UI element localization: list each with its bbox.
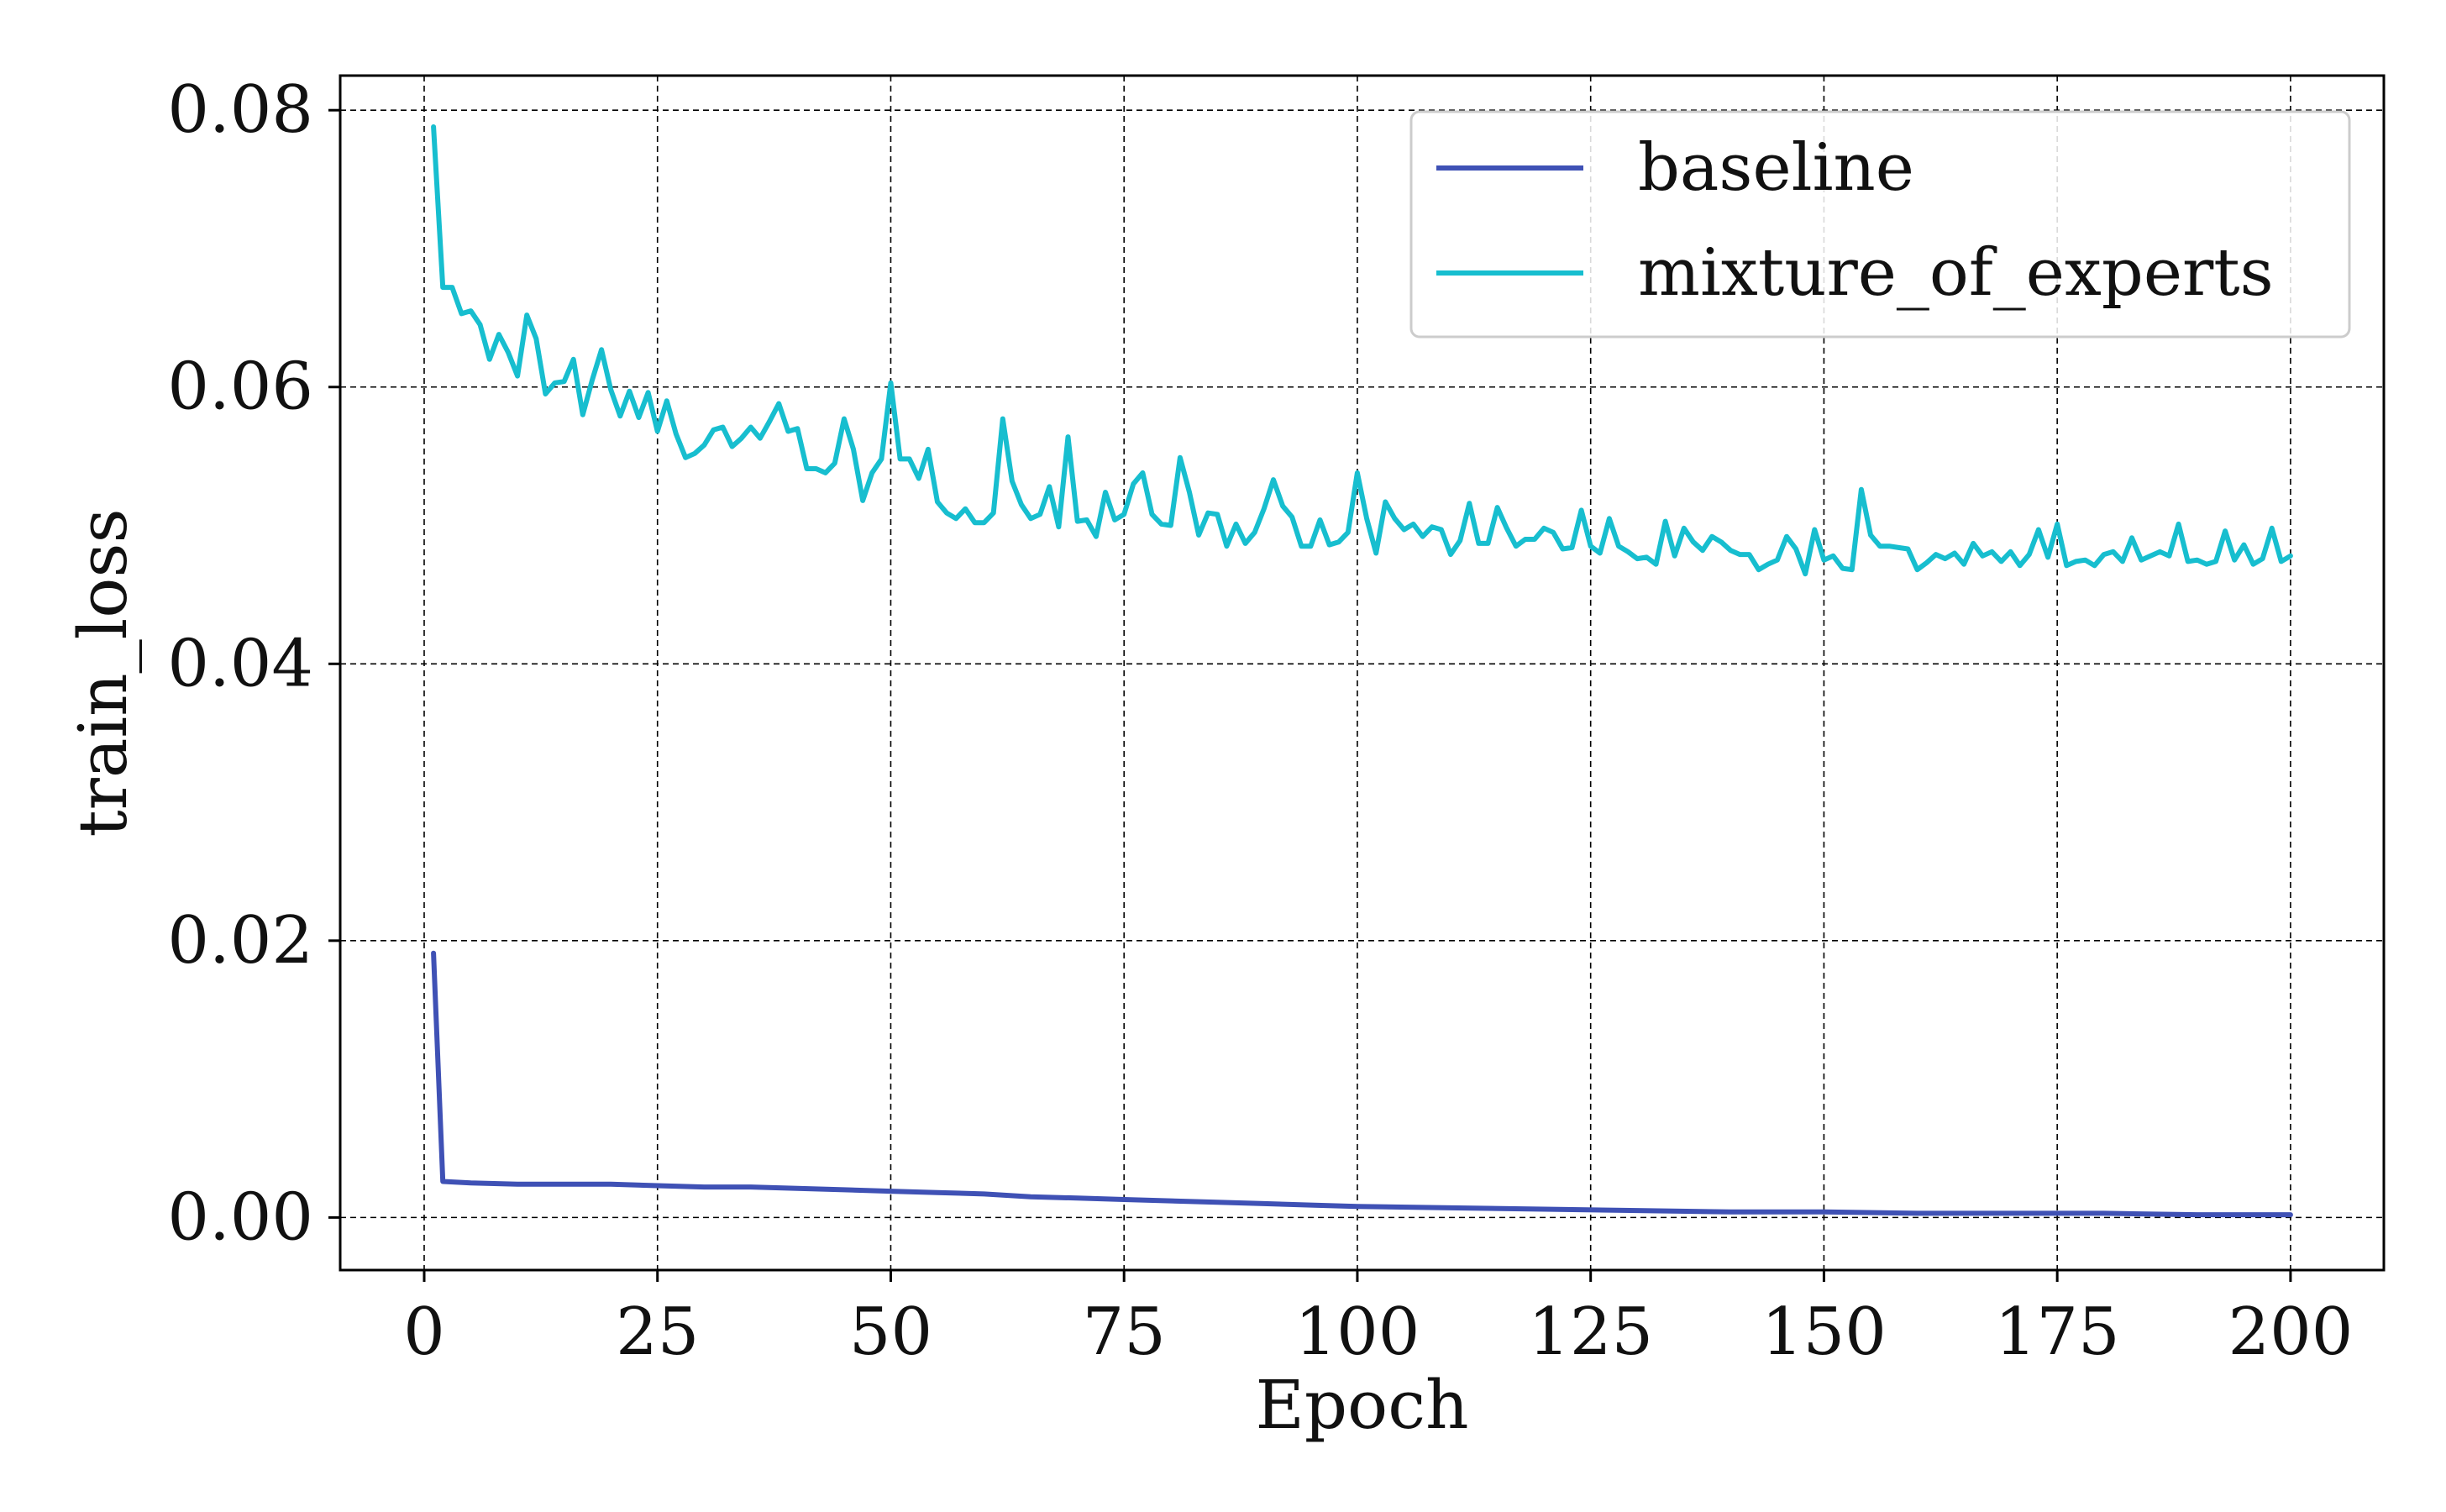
- x-tick-label: 0: [403, 1294, 445, 1370]
- plot-frame: [339, 74, 2386, 1272]
- x-tick-label: 200: [2228, 1294, 2353, 1370]
- x-tick-label: 175: [1995, 1294, 2120, 1370]
- grid: [340, 76, 2384, 1270]
- legend-label-mixture-of-experts: mixture_of_experts: [1638, 235, 2274, 311]
- x-tick-label: 150: [1761, 1294, 1887, 1370]
- legend-box: [1409, 110, 2351, 339]
- series-line-mixture-of-experts: [431, 124, 2293, 577]
- x-axis-ticks: 0 25 50 75 100 125 150 175 200: [403, 1270, 2353, 1370]
- x-tick-label: 50: [849, 1294, 932, 1370]
- legend: baseline mixture_of_experts: [1409, 110, 2351, 339]
- y-axis-label: train_loss: [64, 508, 142, 837]
- y-tick-label: 0.08: [167, 72, 313, 148]
- series-line-baseline: [431, 950, 2293, 1218]
- legend-label-baseline: baseline: [1638, 130, 1914, 206]
- x-tick-label: 75: [1083, 1294, 1166, 1370]
- y-tick-label: 0.04: [167, 626, 313, 701]
- y-tick-label: 0.00: [167, 1179, 313, 1255]
- y-tick-label: 0.06: [167, 349, 313, 425]
- x-tick-label: 100: [1294, 1294, 1420, 1370]
- x-tick-label: 25: [616, 1294, 699, 1370]
- y-tick-label: 0.02: [167, 903, 313, 979]
- y-axis-ticks: 0.00 0.02 0.04 0.06 0.08: [167, 72, 340, 1255]
- series-lines: [431, 124, 2293, 1218]
- x-axis-label: Epoch: [1255, 1366, 1468, 1444]
- x-tick-label: 125: [1528, 1294, 1653, 1370]
- legend-items: baseline mixture_of_experts: [1436, 130, 2274, 311]
